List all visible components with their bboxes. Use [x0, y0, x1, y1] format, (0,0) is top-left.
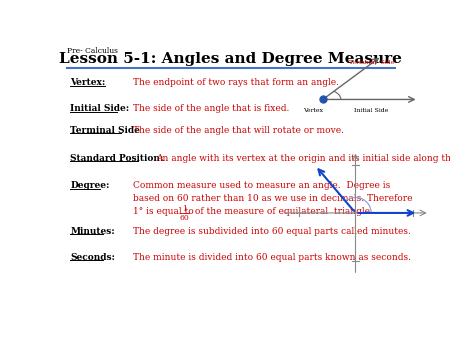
Text: Seconds:: Seconds: [70, 253, 115, 262]
Text: The side of the angle that is fixed.: The side of the angle that is fixed. [133, 104, 289, 113]
Text: 60: 60 [180, 214, 189, 222]
Text: Initial Side: Initial Side [355, 108, 389, 114]
Text: 1: 1 [182, 205, 187, 213]
Text: The degree is subdivided into 60 equal parts called minutes.: The degree is subdivided into 60 equal p… [133, 227, 411, 236]
Text: An angle with its vertex at the origin and its initial side along the positive x: An angle with its vertex at the origin a… [156, 154, 450, 163]
Text: Standard Position:: Standard Position: [70, 154, 164, 163]
Text: Degree:: Degree: [70, 181, 110, 190]
Text: Vertex:: Vertex: [70, 78, 106, 87]
Text: The minute is divided into 60 equal parts known as seconds.: The minute is divided into 60 equal part… [133, 253, 411, 262]
Text: Initial Side:: Initial Side: [70, 104, 130, 113]
Text: The endpoint of two rays that form an angle.: The endpoint of two rays that form an an… [133, 78, 339, 87]
Text: Common measure used to measure an angle.  Degree is: Common measure used to measure an angle.… [133, 181, 390, 190]
Text: Terminal  Side: Terminal Side [349, 60, 395, 65]
Text: Vertex: Vertex [302, 108, 323, 114]
Text: Pre- Calculus: Pre- Calculus [67, 47, 118, 55]
Text: Terminal Side: Terminal Side [70, 126, 140, 135]
Text: based on 60 rather than 10 as we use in decimals. Therefore: based on 60 rather than 10 as we use in … [133, 194, 413, 203]
Text: Lesson 5-1: Angles and Degree Measure: Lesson 5-1: Angles and Degree Measure [59, 52, 402, 66]
Text: Minutes:: Minutes: [70, 227, 115, 236]
Text: of the measure of equilateral  triangle.: of the measure of equilateral triangle. [192, 207, 373, 216]
Text: 1° is equal to: 1° is equal to [133, 207, 197, 216]
Text: The side of the angle that will rotate or move.: The side of the angle that will rotate o… [133, 126, 344, 135]
